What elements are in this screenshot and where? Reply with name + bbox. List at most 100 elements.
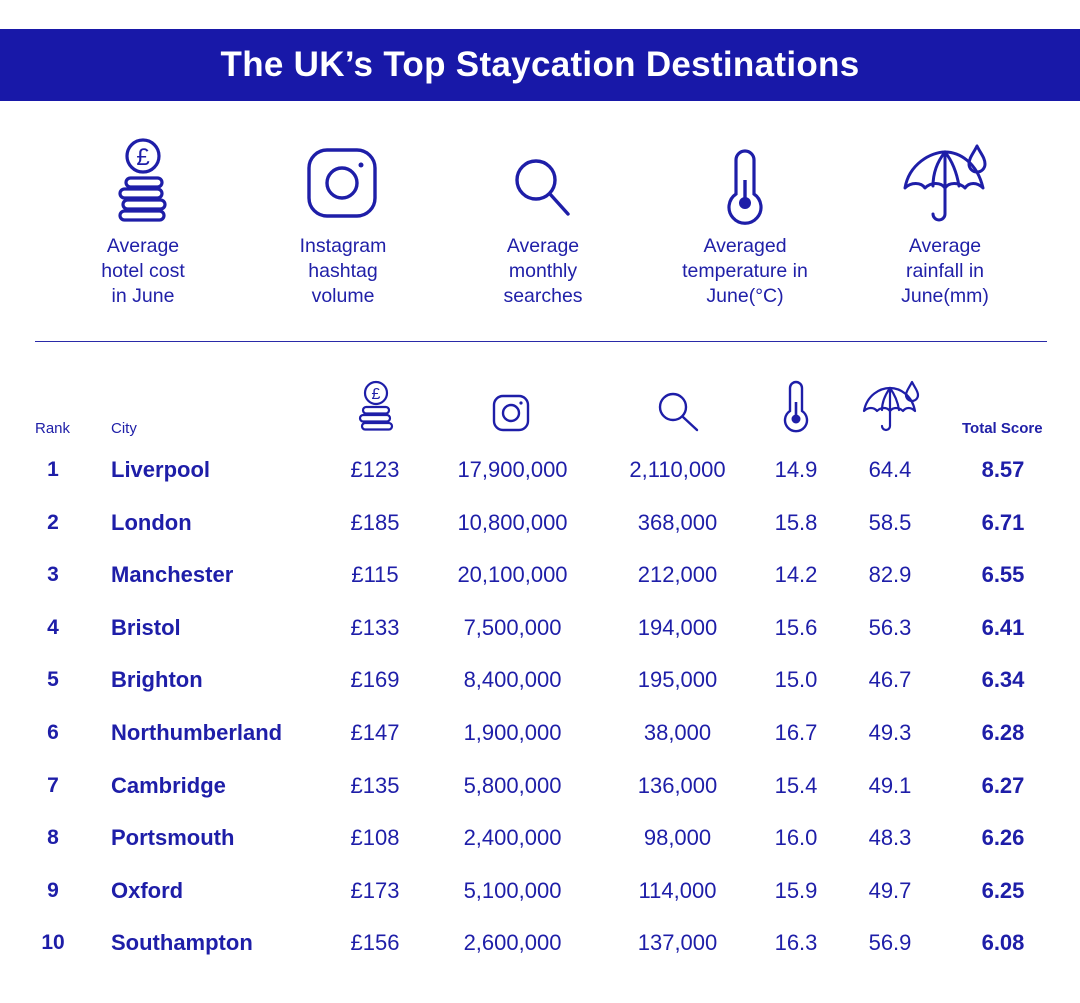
rainfall-cell: 49.3 <box>868 720 912 745</box>
instagram-volume-cell: 2,600,000 <box>463 930 562 956</box>
temperature-cell: 16.0 <box>774 825 818 851</box>
metric-label: Average rainfall in June(mm) <box>901 235 989 307</box>
rank-cell: 10 <box>41 931 65 955</box>
instagram-volume-cell: 2,400,000 <box>463 825 562 851</box>
metric-hotel-cost: £ Average hotel cost in June <box>43 138 243 309</box>
temperature-cell: 14.2 <box>774 562 818 588</box>
total-score-cell: 6.28 <box>981 720 1025 745</box>
metric-label: Averaged temperature in June(°C) <box>682 235 808 307</box>
thermometer-icon <box>780 378 812 434</box>
instagram-volume-cell: 5,100,000 <box>463 877 562 903</box>
temperature-cell: 15.8 <box>774 509 818 535</box>
rank-cell: 2 <box>47 510 59 534</box>
svg-text:£: £ <box>372 386 381 403</box>
monthly-searches-cell: 114,000 <box>638 877 717 903</box>
hotel-cost-cell: £173 <box>350 877 400 903</box>
metric-label: Instagram hashtag volume <box>299 235 387 307</box>
search-icon <box>443 138 643 226</box>
instagram-volume-cell: 20,100,000 <box>457 562 568 588</box>
total-score-cell: 6.55 <box>981 562 1025 588</box>
monthly-searches-cell: 137,000 <box>637 930 718 956</box>
table-row: 4 Bristol £133 7,500,000 194,000 15.6 56.3 6.41 <box>0 613 1080 653</box>
instagram-volume-cell: 1,900,000 <box>463 720 562 745</box>
hotel-cost-cell: £147 <box>350 720 400 745</box>
hotel-cost-cell: £115 <box>351 562 399 588</box>
total-score-cell: 6.25 <box>981 877 1025 903</box>
header-total-score: Total Score <box>962 420 1043 437</box>
city-cell: Manchester <box>111 562 234 588</box>
rainfall-cell: 58.5 <box>868 509 912 535</box>
table-row: 5 Brighton £169 8,400,000 195,000 15.0 46.7 6.3… <box>0 665 1080 705</box>
monthly-searches-cell: 194,000 <box>637 614 718 640</box>
table-row: 7 Cambridge £135 5,800,000 136,000 15.4 49.1 6.… <box>0 771 1080 811</box>
divider <box>35 341 1047 342</box>
table-row: 3 Manchester £115 20,100,000 212,000 14.2 82.9… <box>0 560 1080 600</box>
instagram-icon <box>492 394 530 432</box>
hotel-cost-cell: £108 <box>350 825 400 851</box>
rainfall-cell: 56.9 <box>868 930 912 956</box>
total-score-cell: 6.08 <box>981 930 1025 956</box>
instagram-volume-cell: 7,500,000 <box>463 614 562 640</box>
table-row: 2 London £185 10,800,000 368,000 15.8 58.5 6.71 <box>0 508 1080 548</box>
rank-cell: 1 <box>47 458 59 481</box>
metric-label: Average monthly searches <box>503 235 583 307</box>
metric-rainfall: Average rainfall in June(mm) <box>845 138 1045 309</box>
rainfall-cell: 49.1 <box>868 772 912 798</box>
temperature-cell: 15.6 <box>774 614 818 640</box>
rank-cell: 3 <box>47 563 59 587</box>
rank-cell: 6 <box>47 721 59 744</box>
city-cell: London <box>111 509 192 535</box>
monthly-searches-cell: 38,000 <box>643 720 712 745</box>
rainfall-cell: 64.4 <box>868 457 912 482</box>
table-row: 1 Liverpool £123 17,900,000 2,110,000 14.9 64.… <box>0 455 1080 495</box>
metric-label: Average hotel cost in June <box>101 235 185 307</box>
city-cell: Brighton <box>111 667 203 693</box>
temperature-cell: 16.7 <box>774 720 818 745</box>
monthly-searches-cell: 98,000 <box>643 825 712 851</box>
instagram-volume-cell: 5,800,000 <box>463 772 562 798</box>
instagram-volume-cell: 10,800,000 <box>457 509 568 535</box>
metric-instagram: Instagram hashtag volume <box>243 138 443 309</box>
temperature-cell: 16.3 <box>774 930 818 956</box>
rank-cell: 8 <box>47 826 59 850</box>
search-icon <box>655 389 701 433</box>
header-rank: Rank <box>35 420 71 437</box>
hotel-cost-cell: £185 <box>350 509 400 535</box>
rank-cell: 7 <box>47 773 59 797</box>
header-city: City <box>111 420 137 437</box>
monthly-searches-cell: 136,000 <box>637 772 718 798</box>
table-row: 6 Northumberland £147 1,900,000 38,000 16.7 49… <box>0 718 1080 758</box>
total-score-cell: 8.57 <box>981 457 1025 482</box>
monthly-searches-cell: 368,000 <box>637 509 718 535</box>
hotel-cost-cell: £156 <box>350 930 400 956</box>
city-cell: Southampton <box>111 930 253 956</box>
rainfall-cell: 48.3 <box>868 825 912 851</box>
hotel-cost-cell: £123 <box>350 457 400 482</box>
monthly-searches-cell: 195,000 <box>637 667 718 693</box>
rainfall-cell: 56.3 <box>868 614 912 640</box>
table-row: 10 Southampton £156 2,600,000 137,000 16.3 56.… <box>0 928 1080 968</box>
city-cell: Liverpool <box>111 457 211 482</box>
rank-cell: 5 <box>47 668 59 692</box>
hotel-cost-cell: £135 <box>350 772 400 798</box>
city-cell: Cambridge <box>111 772 226 798</box>
table-row: 9 Oxford £173 5,100,000 114,000 15.9 49.7 6.25 <box>0 876 1080 916</box>
city-cell: Portsmouth <box>111 825 235 851</box>
metric-temperature: Averaged temperature in June(°C) <box>645 138 845 309</box>
thermometer-icon <box>645 138 845 226</box>
title-banner: The UK’s Top Staycation Destinations <box>0 29 1080 101</box>
temperature-cell: 15.0 <box>774 667 818 693</box>
city-cell: Oxford <box>111 877 184 903</box>
hotel-cost-cell: £169 <box>350 667 400 693</box>
umbrella-rain-icon <box>845 138 1045 226</box>
rank-cell: 4 <box>47 615 59 639</box>
pound-coins-icon: £ <box>43 138 243 226</box>
total-score-cell: 6.27 <box>981 772 1025 798</box>
table-row: 8 Portsmouth £108 2,400,000 98,000 16.0 48.3 6.… <box>0 823 1080 863</box>
rank-cell: 9 <box>47 878 59 902</box>
temperature-cell: 15.4 <box>774 772 818 798</box>
temperature-cell: 15.9 <box>774 877 818 903</box>
svg-text:£: £ <box>136 144 149 171</box>
rainfall-cell: 82.9 <box>868 562 912 588</box>
total-score-cell: 6.41 <box>981 614 1025 640</box>
